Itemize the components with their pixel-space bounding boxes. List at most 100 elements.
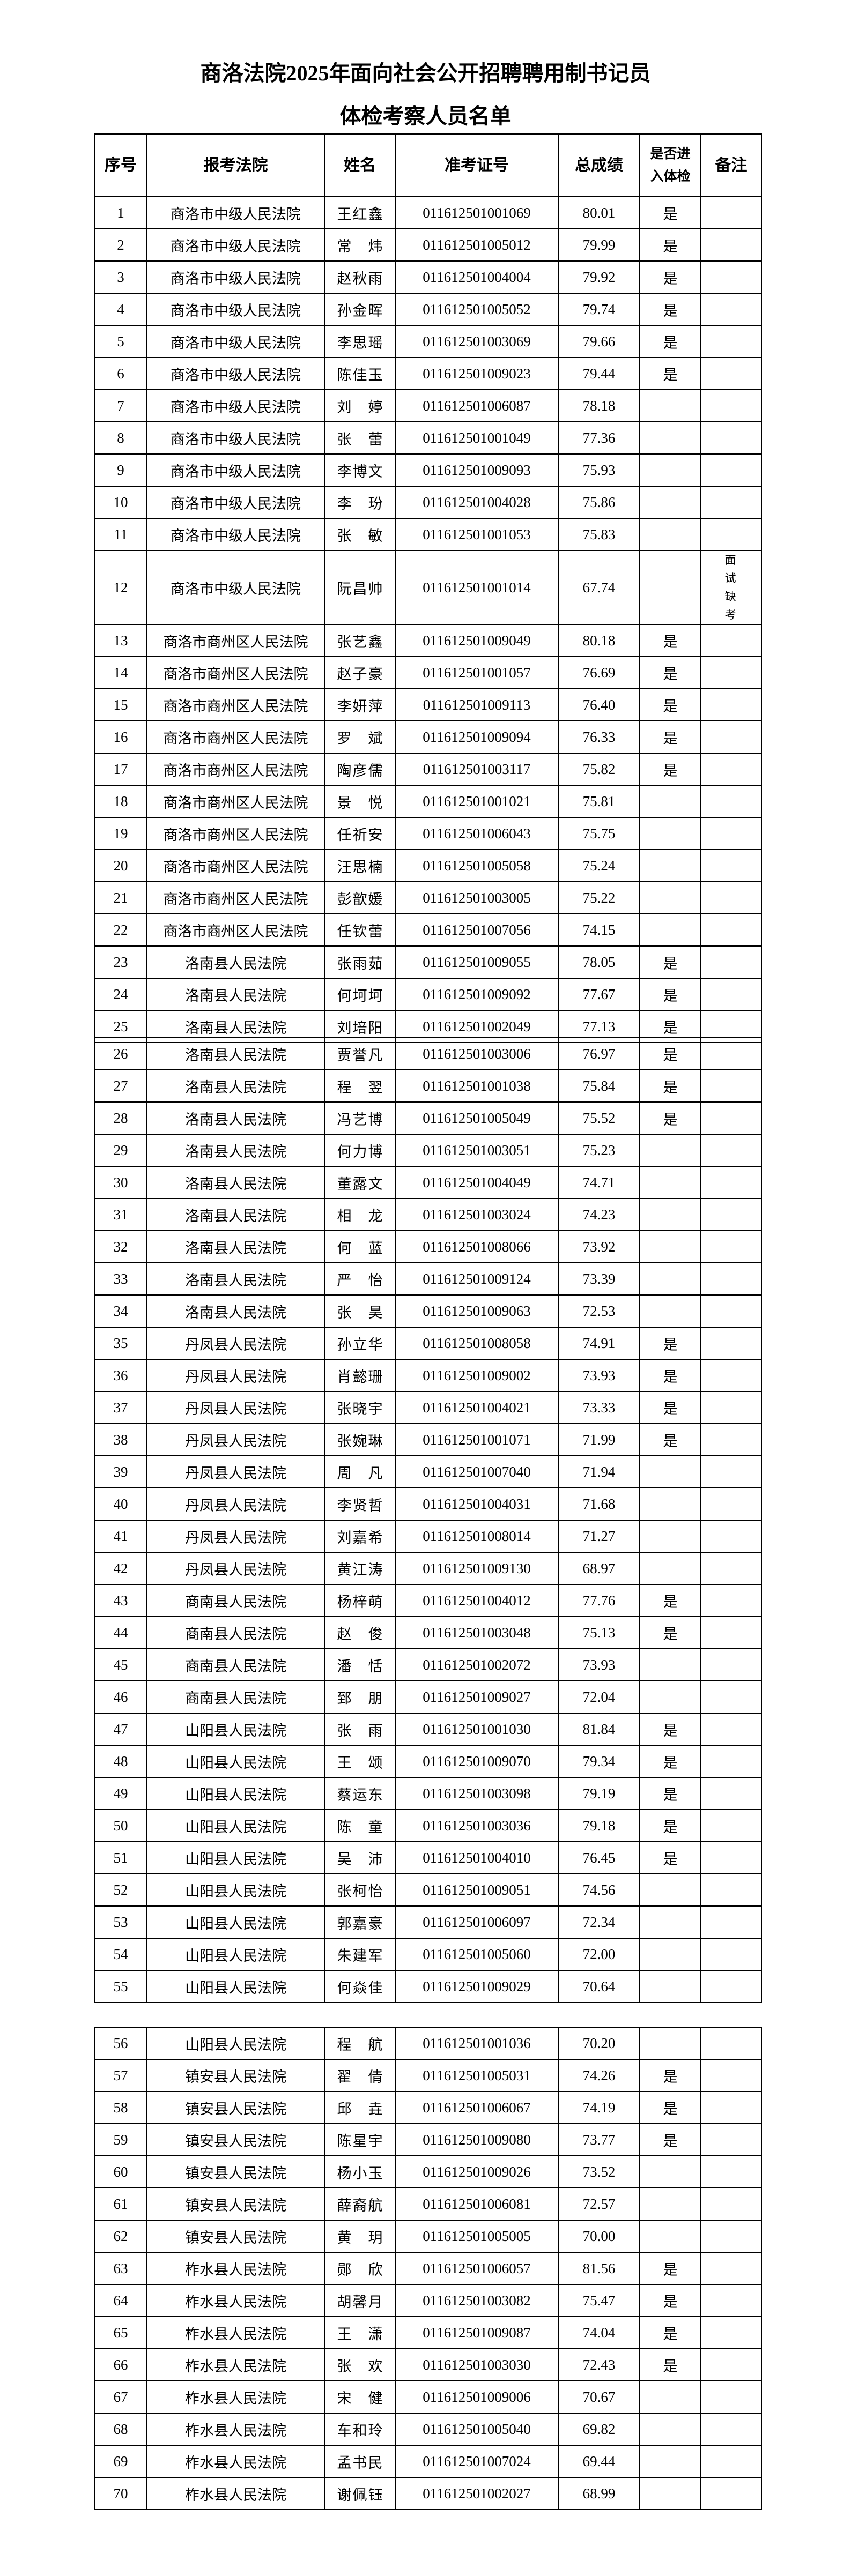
table-row: 10 商洛市中级人民法院 李玢 011612501004028 75.86: [94, 486, 762, 519]
candidate-name: 何力博: [337, 1143, 383, 1160]
row-number: 23: [94, 945, 147, 979]
exam-id-cell: 011612501001069: [395, 196, 559, 229]
score-cell: 77.36: [558, 421, 640, 455]
physical-exam-cell: 是: [639, 2316, 701, 2349]
physical-exam-cell: [639, 1230, 701, 1263]
name-cell: 何坷坷: [324, 978, 396, 1011]
score-cell: 76.97: [558, 1037, 640, 1070]
remark-cell: [700, 656, 762, 689]
table-row: 28 洛南县人民法院 冯艺博 011612501005049 75.52 是: [94, 1101, 762, 1135]
table-row: 57 镇安县人民法院 翟倩 011612501005031 74.26 是: [94, 2059, 762, 2092]
remark-cell: [700, 978, 762, 1011]
score-cell: 69.44: [558, 2445, 640, 2478]
table-row: 51 山阳县人民法院 吴沛 011612501004010 76.45 是: [94, 1841, 762, 1874]
physical-exam-cell: [639, 1455, 701, 1488]
candidate-name: 何焱佳: [337, 1979, 383, 1996]
physical-exam-cell: 是: [639, 1584, 701, 1617]
physical-exam-cell: [639, 1552, 701, 1585]
score-cell: 72.34: [558, 1905, 640, 1939]
row-number: 27: [94, 1069, 147, 1103]
exam-id-cell: 011612501003051: [395, 1134, 559, 1167]
row-number: 56: [94, 2027, 147, 2060]
score-cell: 70.67: [558, 2380, 640, 2414]
exam-id-cell: 011612501002072: [395, 1648, 559, 1681]
name-cell: 赵秋雨: [324, 260, 396, 294]
row-number: 24: [94, 978, 147, 1011]
physical-exam-cell: 是: [639, 1423, 701, 1456]
name-cell: 孙金晖: [324, 293, 396, 326]
physical-exam-cell: 是: [639, 720, 701, 754]
remark-cell: [700, 2348, 762, 2381]
table-row: 43 商南县人民法院 杨梓萌 011612501004012 77.76 是: [94, 1584, 762, 1617]
table-row: 68 柞水县人民法院 车和玲 011612501005040 69.82: [94, 2413, 762, 2446]
physical-exam-cell: 是: [639, 228, 701, 262]
name-cell: 罗斌: [324, 720, 396, 754]
row-number: 19: [94, 817, 147, 850]
physical-exam-cell: [639, 550, 701, 625]
score-cell: 74.91: [558, 1327, 640, 1360]
physical-exam-cell: [639, 2380, 701, 2414]
court-cell: 商洛市商州区人民法院: [146, 720, 325, 754]
row-number: 60: [94, 2155, 147, 2188]
exam-id-cell: 011612501005005: [395, 2220, 559, 2253]
candidate-name: 赵秋雨: [337, 270, 383, 287]
remark-cell: [700, 1841, 762, 1874]
exam-id-cell: 011612501009049: [395, 624, 559, 657]
physical-exam-cell: [639, 2027, 701, 2060]
exam-id-cell: 011612501001021: [395, 785, 559, 818]
remark-cell: [700, 453, 762, 487]
remark-cell: [700, 1680, 762, 1714]
remark-cell: [700, 624, 762, 657]
score-cell: 80.18: [558, 624, 640, 657]
table-row: 36 丹凤县人民法院 肖懿珊 011612501009002 73.93 是: [94, 1359, 762, 1392]
physical-exam-cell: [639, 1262, 701, 1296]
score-cell: 73.93: [558, 1648, 640, 1681]
name-cell: 胡馨月: [324, 2284, 396, 2317]
header-physical-exam-label: 是否进入体检: [650, 146, 691, 184]
court-cell: 商南县人民法院: [146, 1584, 325, 1617]
court-cell: 商洛市中级人民法院: [146, 550, 325, 625]
score-cell: 76.33: [558, 720, 640, 754]
candidate-name: 孙金晖: [337, 302, 383, 319]
score-cell: 79.19: [558, 1777, 640, 1810]
court-cell: 商洛市商州区人民法院: [146, 881, 325, 914]
candidate-name: 潘恬: [337, 1658, 383, 1674]
exam-id-cell: 011612501004012: [395, 1584, 559, 1617]
exam-id-cell: 011612501001038: [395, 1069, 559, 1103]
score-cell: 74.56: [558, 1873, 640, 1907]
name-cell: 赵俊: [324, 1616, 396, 1649]
table-row: 16 商洛市商州区人民法院 罗斌 011612501009094 76.33 是: [94, 720, 762, 754]
exam-id-cell: 011612501001030: [395, 1713, 559, 1746]
court-cell: 洛南县人民法院: [146, 1037, 325, 1070]
name-cell: 李贤哲: [324, 1487, 396, 1521]
score-cell: 71.94: [558, 1455, 640, 1488]
table-row: 33 洛南县人民法院 严怡 011612501009124 73.39: [94, 1262, 762, 1296]
score-cell: 72.04: [558, 1680, 640, 1714]
candidate-name: 李玢: [337, 495, 383, 512]
physical-exam-cell: 是: [639, 2091, 701, 2124]
row-number: 18: [94, 785, 147, 818]
court-cell: 镇安县人民法院: [146, 2155, 325, 2188]
candidate-name: 王潇: [337, 2326, 383, 2342]
court-cell: 商南县人民法院: [146, 1648, 325, 1681]
court-cell: 柞水县人民法院: [146, 2252, 325, 2285]
remark-cell: [700, 1616, 762, 1649]
exam-id-cell: 011612501003036: [395, 1809, 559, 1842]
score-cell: 73.92: [558, 1230, 640, 1263]
name-cell: 张晓宇: [324, 1391, 396, 1424]
candidate-name: 孟书民: [337, 2454, 383, 2471]
row-number: 14: [94, 656, 147, 689]
remark-cell: [700, 881, 762, 914]
table-row: 34 洛南县人民法院 张昊 011612501009063 72.53: [94, 1294, 762, 1328]
remark-cell: [700, 1584, 762, 1617]
row-number: 31: [94, 1198, 147, 1231]
court-cell: 山阳县人民法院: [146, 1745, 325, 1778]
score-cell: 72.00: [558, 1938, 640, 1971]
physical-exam-cell: [639, 1680, 701, 1714]
physical-exam-cell: [639, 518, 701, 551]
physical-exam-cell: [639, 389, 701, 422]
candidate-name: 车和玲: [337, 2422, 383, 2439]
candidate-name: 景悦: [337, 794, 383, 811]
court-cell: 商洛市中级人民法院: [146, 325, 325, 358]
table-row: 4 商洛市中级人民法院 孙金晖 011612501005052 79.74 是: [94, 293, 762, 326]
